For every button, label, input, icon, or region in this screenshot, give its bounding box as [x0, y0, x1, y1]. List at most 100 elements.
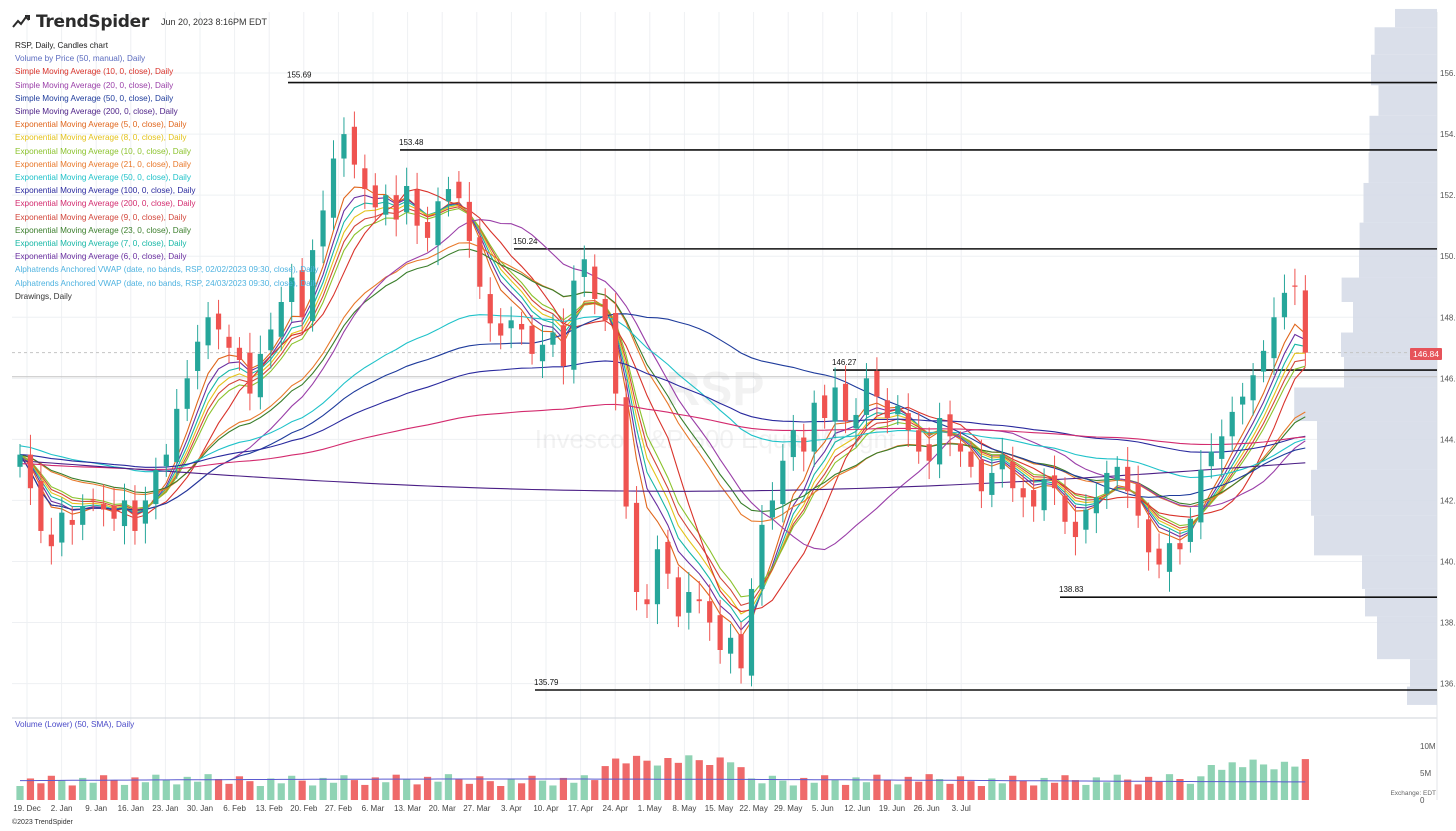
- vbp-bar: [1371, 54, 1437, 86]
- candle-body: [571, 280, 577, 370]
- price-tick-label: 148.00: [1440, 313, 1456, 322]
- candle-body: [790, 430, 796, 458]
- legend-item[interactable]: Exponential Moving Average (200, 0, clos…: [15, 199, 196, 209]
- candle-body: [696, 599, 702, 602]
- candle-body: [310, 250, 316, 321]
- candle-body: [205, 317, 211, 346]
- candle-body: [780, 460, 786, 505]
- candle-body: [48, 534, 54, 547]
- candle-body: [1093, 497, 1099, 514]
- candle-body: [560, 325, 566, 367]
- candle-body: [1104, 472, 1110, 494]
- date-tick-label: 15. May: [705, 804, 733, 813]
- legend-item[interactable]: Exponential Moving Average (9, 0, close)…: [15, 212, 187, 222]
- legend-item[interactable]: Alphatrends Anchored VWAP (date, no band…: [15, 278, 319, 288]
- candle-body: [456, 181, 462, 199]
- candle-body: [153, 469, 159, 505]
- date-tick-label: 16. Jan: [118, 804, 144, 813]
- date-tick-label: 20. Mar: [429, 804, 456, 813]
- volume-bar: [194, 781, 202, 800]
- legend-item[interactable]: Exponential Moving Average (21, 0, close…: [15, 159, 191, 169]
- volume-bar: [309, 785, 317, 800]
- volume-bar: [152, 774, 160, 800]
- date-tick-label: 3. Apr: [501, 804, 522, 813]
- level-label: 153.48: [399, 138, 424, 147]
- candle-body: [445, 189, 452, 202]
- legend-item[interactable]: Exponential Moving Average (50, 0, close…: [15, 173, 191, 183]
- candle-body: [853, 414, 859, 429]
- volume-bar: [1249, 759, 1257, 800]
- volume-bar: [1040, 777, 1048, 800]
- candle-body: [926, 444, 932, 461]
- volume-bar: [768, 775, 776, 800]
- candle-body: [602, 298, 608, 321]
- candle-body: [1281, 292, 1288, 318]
- candle-body: [435, 201, 441, 246]
- legend-item[interactable]: Simple Moving Average (10, 0, close), Da…: [15, 67, 174, 77]
- candle-body: [1250, 375, 1256, 401]
- volume-tick-label: 10M: [1420, 742, 1436, 751]
- volume-bar: [977, 786, 985, 800]
- candle-body: [707, 601, 713, 623]
- moving-average-line: [19, 313, 1306, 511]
- legend-item[interactable]: Exponential Moving Average (5, 0, close)…: [15, 120, 187, 130]
- candle-body: [1208, 451, 1214, 467]
- candle-body: [80, 506, 86, 525]
- date-tick-label: 1. May: [638, 804, 662, 813]
- candle-body: [59, 512, 65, 543]
- volume-label: Volume (Lower) (50, SMA), Daily: [15, 720, 135, 729]
- candle-body: [111, 505, 117, 519]
- vbp-bar: [1344, 356, 1437, 388]
- moving-average-line: [19, 460, 1306, 492]
- volume-bar: [1197, 776, 1205, 800]
- legend-item[interactable]: Exponential Moving Average (6, 0, close)…: [15, 252, 187, 262]
- date-tick-label: 8. May: [672, 804, 696, 813]
- volume-pane: 10M 5M 0: [16, 742, 1436, 805]
- legend-item[interactable]: Exponential Moving Average (10, 0, close…: [15, 146, 191, 156]
- legend-item[interactable]: Drawings, Daily: [15, 291, 72, 301]
- current-price-tag: 146.84: [1410, 348, 1442, 360]
- candle-body: [1198, 469, 1204, 523]
- candle-body: [675, 577, 681, 617]
- candle-body: [978, 459, 984, 492]
- price-tick-label: 144.00: [1440, 435, 1456, 444]
- legend-item[interactable]: Simple Moving Average (20, 0, close), Da…: [15, 80, 174, 90]
- legend-item[interactable]: Exponential Moving Average (8, 0, close)…: [15, 133, 187, 143]
- candle-body: [215, 313, 222, 330]
- date-tick-label: 13. Mar: [394, 804, 421, 813]
- legend-item[interactable]: Simple Moving Average (50, 0, close), Da…: [15, 93, 174, 103]
- date-tick-label: 6. Mar: [362, 804, 385, 813]
- legend-item[interactable]: Volume by Price (50, manual), Daily: [15, 54, 146, 64]
- moving-average-line: [19, 194, 1306, 631]
- legend-item[interactable]: Exponential Moving Average (100, 0, clos…: [15, 186, 196, 196]
- volume-bar: [183, 776, 191, 800]
- candle-body: [195, 341, 201, 371]
- volume-sma-line: [20, 778, 1306, 783]
- volume-bar: [716, 757, 724, 800]
- price-tick-label: 146.00: [1440, 374, 1456, 383]
- volume-bar: [643, 760, 651, 800]
- volume-bar: [256, 786, 264, 800]
- date-tick-label: 13. Feb: [256, 804, 284, 813]
- volume-bar: [507, 778, 515, 800]
- vbp-bar: [1378, 85, 1437, 116]
- vbp-bar: [1314, 515, 1437, 556]
- legend-item[interactable]: Alphatrends Anchored VWAP (date, no band…: [15, 265, 319, 275]
- volume-bar: [601, 766, 609, 800]
- candle-body: [633, 502, 640, 592]
- legend-item[interactable]: Exponential Moving Average (7, 0, close)…: [15, 239, 187, 249]
- legend-item[interactable]: Exponential Moving Average (23, 0, close…: [15, 225, 191, 235]
- candle-body: [69, 519, 75, 525]
- candle-body: [1031, 490, 1037, 507]
- candle-body: [257, 353, 263, 398]
- candle-body: [508, 320, 514, 329]
- moving-average-line: [19, 203, 1306, 615]
- date-tick-label: 5. Jun: [812, 804, 834, 813]
- volume-bar: [361, 784, 369, 800]
- legend-item[interactable]: Simple Moving Average (200, 0, close), D…: [15, 107, 178, 117]
- volume-bar: [1082, 784, 1090, 800]
- volume-bar: [1113, 774, 1121, 800]
- candle-body: [101, 504, 107, 510]
- chart-timestamp: Jun 20, 2023 8:16PM EDT: [160, 17, 267, 27]
